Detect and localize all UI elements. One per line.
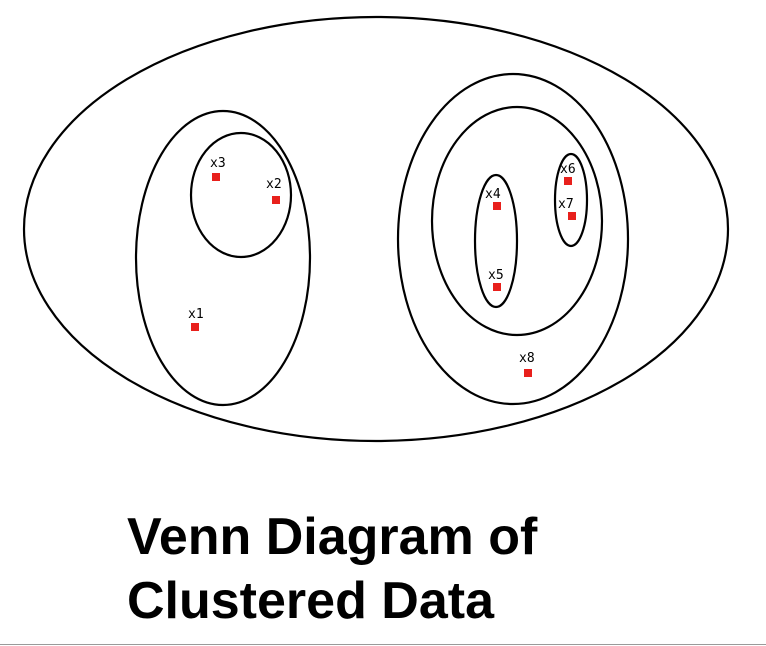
point-label: x8 xyxy=(519,351,535,366)
data-point-x5: x5 xyxy=(488,268,504,291)
point-label: x7 xyxy=(558,197,574,212)
cluster-inner-right-group xyxy=(430,105,604,337)
point-label: x6 xyxy=(560,162,576,177)
cluster-right-group xyxy=(396,72,630,406)
cluster-left-group xyxy=(134,109,312,407)
cluster-all xyxy=(22,15,730,443)
cluster-group-x6-x7 xyxy=(553,152,589,248)
cluster-layer xyxy=(22,15,730,443)
bottom-divider xyxy=(0,644,766,645)
point-label: x1 xyxy=(188,307,204,322)
point-marker xyxy=(564,177,572,185)
data-point-x2: x2 xyxy=(266,177,282,204)
point-label: x5 xyxy=(488,268,504,283)
point-marker xyxy=(568,212,576,220)
data-point-x3: x3 xyxy=(210,156,226,181)
point-marker xyxy=(212,173,220,181)
data-point-x6: x6 xyxy=(560,162,576,185)
diagram-title: Venn Diagram of Clustered Data xyxy=(127,505,537,633)
point-layer: x1 x2 x3 x4 x5 x6 x7 x8 xyxy=(188,156,576,377)
point-label: x3 xyxy=(210,156,226,171)
data-point-x1: x1 xyxy=(188,307,204,331)
point-marker xyxy=(493,283,501,291)
point-label: x2 xyxy=(266,177,282,192)
point-marker xyxy=(493,202,501,210)
point-marker xyxy=(272,196,280,204)
point-label: x4 xyxy=(485,187,501,202)
data-point-x7: x7 xyxy=(558,197,576,220)
venn-diagram: x1 x2 x3 x4 x5 x6 x7 x8 xyxy=(22,15,730,443)
cluster-group-x2-x3 xyxy=(189,131,293,259)
cluster-group-x4-x5 xyxy=(473,173,519,309)
point-marker xyxy=(524,369,532,377)
point-marker xyxy=(191,323,199,331)
title-line-1: Venn Diagram of xyxy=(127,508,538,566)
data-point-x4: x4 xyxy=(485,187,501,210)
data-point-x8: x8 xyxy=(519,351,535,377)
title-line-2: Clustered Data xyxy=(127,572,494,630)
